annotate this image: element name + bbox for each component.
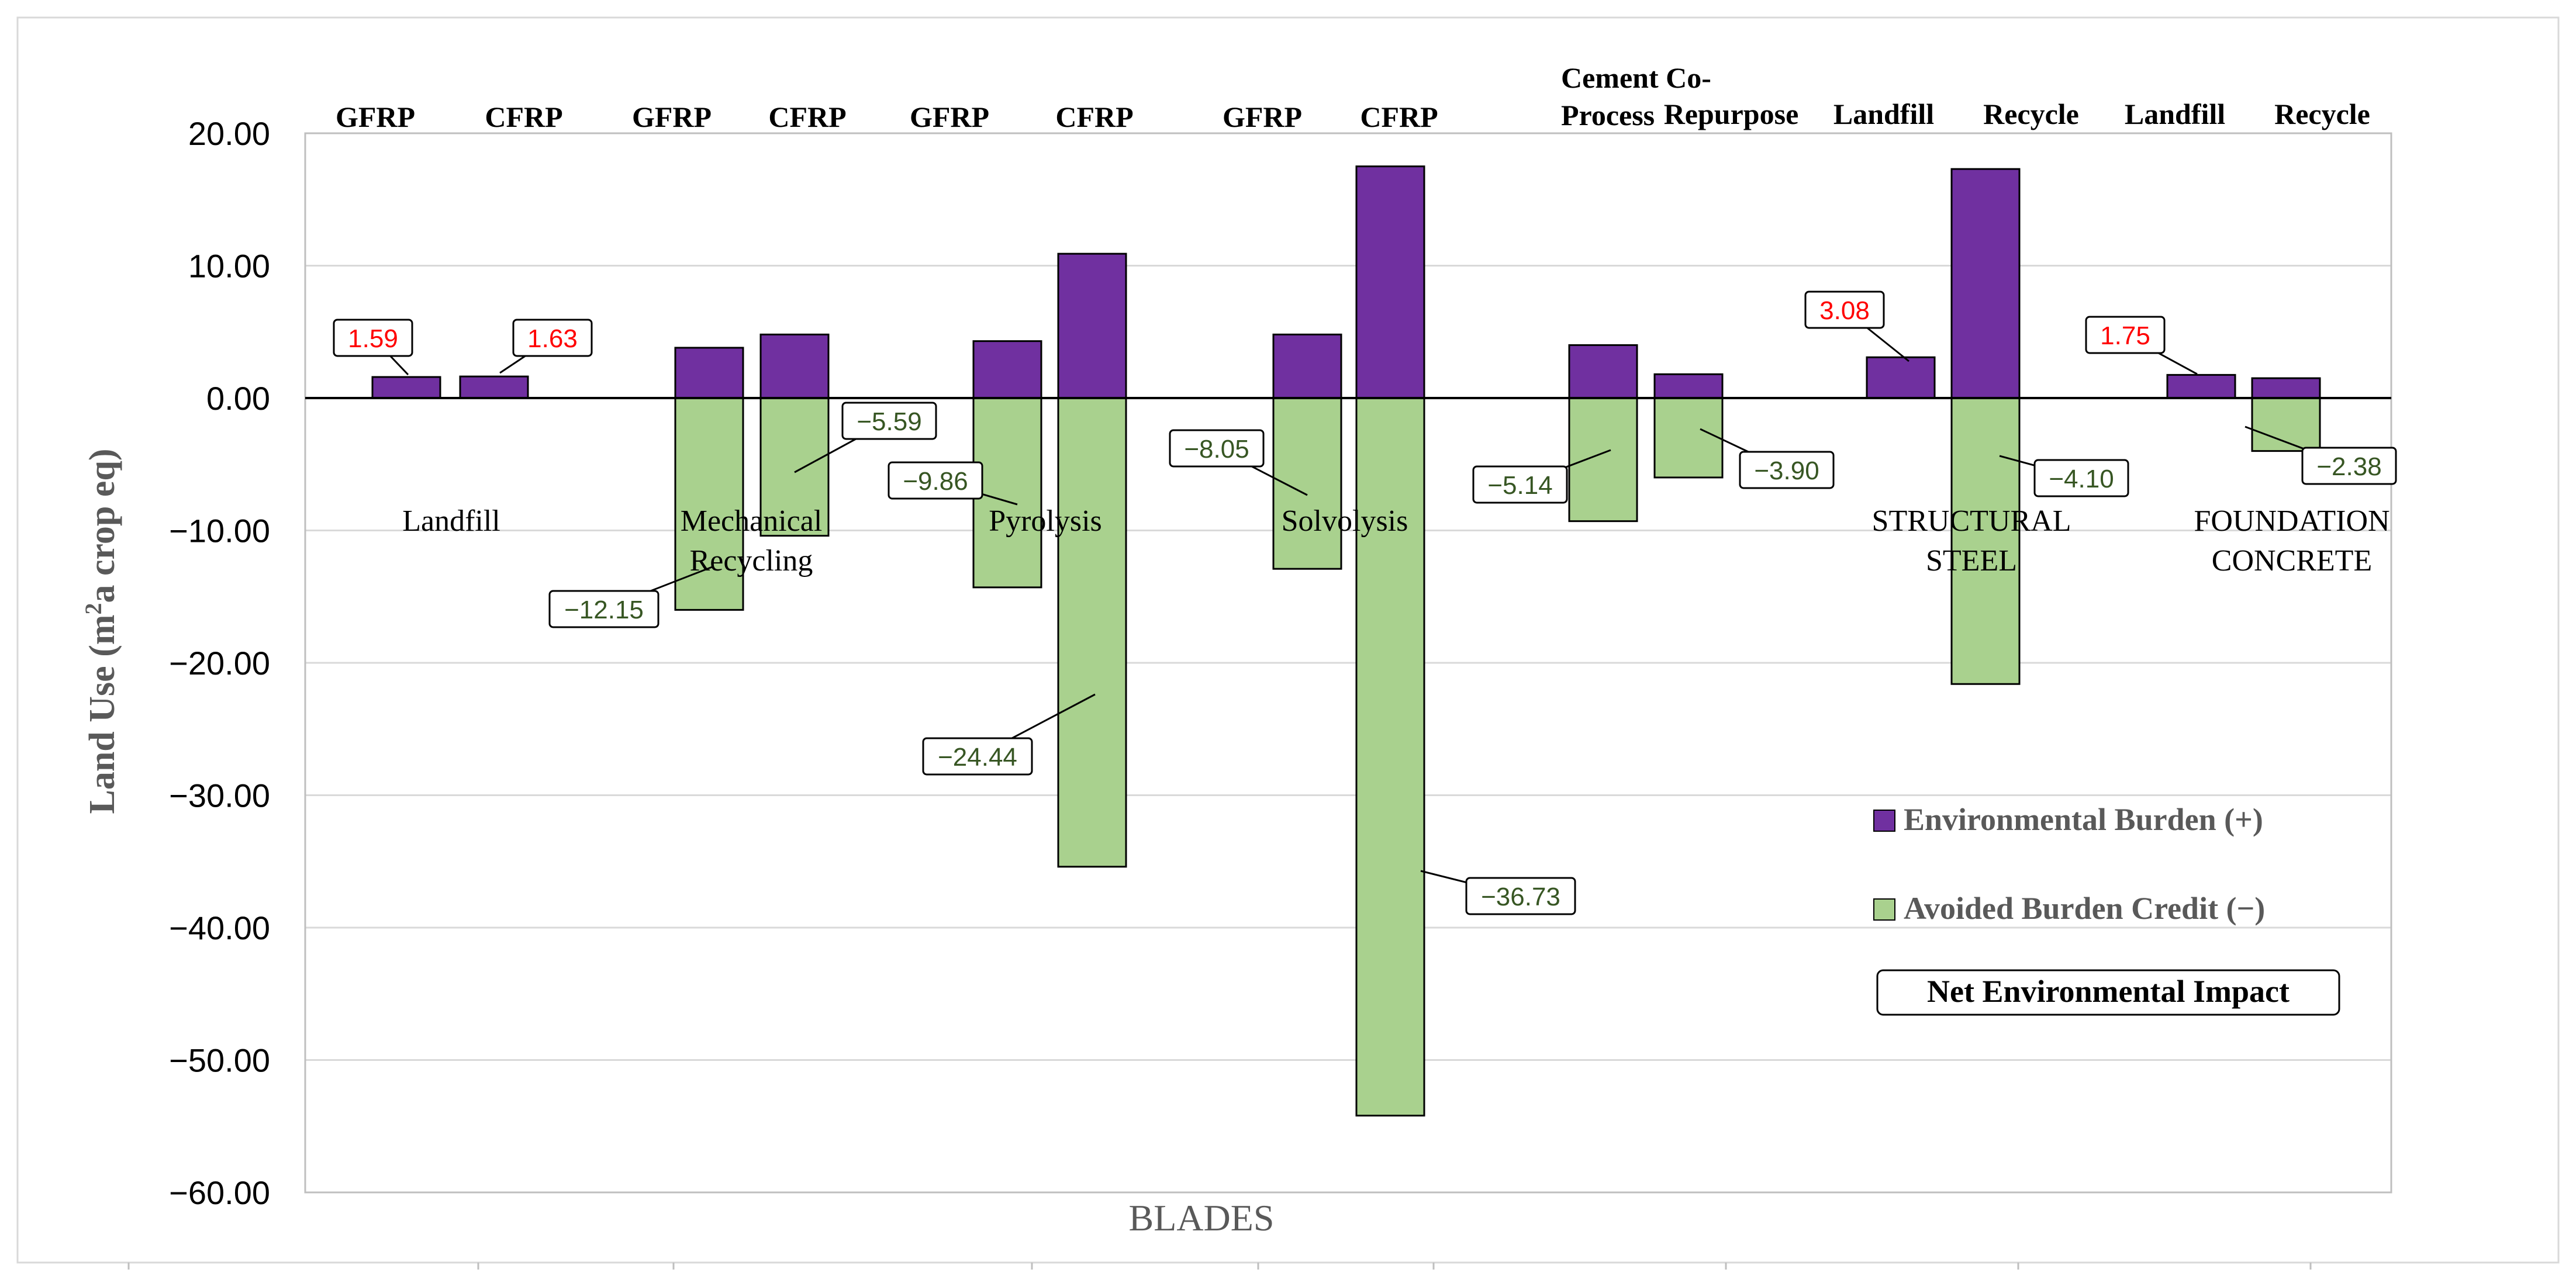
legend-swatch-0	[1873, 810, 1895, 832]
burden-bar-11	[1950, 168, 2021, 399]
y-axis-title: Land Use (m2a crop eq)	[80, 448, 122, 814]
group-label-5: STEEL	[1926, 544, 2017, 577]
net-label-value-4: −9.86	[903, 467, 968, 496]
group-label-3: Solvolysis	[1282, 504, 1408, 538]
legend-label-1: Avoided Burden Credit (−)	[1904, 891, 2265, 926]
net-label-value-9: −3.90	[1754, 457, 1819, 485]
burden-bar-3	[759, 333, 830, 399]
credit-bar-2	[674, 397, 744, 611]
burden-bar-10	[1866, 356, 1936, 399]
net-label-value-13: −2.38	[2316, 452, 2381, 481]
group-label-5: STRUCTURAL	[1872, 504, 2071, 538]
category-label-5: CFRP	[1055, 101, 1133, 133]
net-label-box	[888, 461, 983, 500]
burden-bar-5	[1057, 253, 1127, 399]
credit-bar-8	[1568, 397, 1638, 523]
y-tick-label: −50.00	[169, 1042, 270, 1079]
group-label-6: FOUNDATION	[2194, 504, 2389, 538]
credit-bar-5	[1057, 397, 1127, 868]
group-label-0: Landfill	[402, 504, 500, 538]
legend-label-0: Environmental Burden (+)	[1904, 802, 2263, 837]
y-tick-label: −40.00	[169, 909, 270, 946]
x-axis-title: BLADES	[1129, 1197, 1275, 1239]
category-label-4: GFRP	[910, 101, 989, 133]
burden-bar-7	[1355, 165, 1425, 399]
credit-bar-13	[2251, 397, 2321, 452]
group-label-2: Pyrolysis	[989, 504, 1102, 538]
net-impact-legend-box	[1876, 969, 2340, 1016]
net-label-box	[512, 319, 593, 357]
plot-area-border	[304, 132, 2392, 1194]
credit-bar-11	[1950, 397, 2021, 685]
burden-bar-8	[1568, 344, 1638, 399]
category-label-10: Landfill	[1833, 98, 1934, 130]
y-tick-label: −30.00	[169, 777, 270, 814]
legend-swatch-1	[1873, 898, 1895, 921]
net-label-box	[2033, 459, 2129, 497]
category-label-7: CFRP	[1360, 101, 1438, 133]
net-label-value-3: −5.59	[857, 407, 921, 436]
net-label-box	[922, 737, 1033, 776]
chart-outer-frame	[16, 16, 2560, 1264]
category-label-9: Repurpose	[1664, 98, 1799, 130]
net-label-value-0: 1.59	[348, 324, 398, 353]
net-label-value-2: −12.15	[564, 596, 644, 624]
net-label-box	[1739, 451, 1835, 489]
net-label-value-6: −8.05	[1184, 435, 1249, 464]
burden-bar-2	[674, 347, 744, 399]
y-tick-label: 10.00	[188, 248, 270, 285]
net-label-box	[1472, 465, 1568, 504]
group-label-1: Recycling	[690, 544, 813, 577]
group-label-1: Mechanical	[681, 504, 823, 538]
y-tick-label: 20.00	[188, 115, 270, 152]
net-label-value-7: −36.73	[1481, 883, 1560, 911]
net-label-box	[1465, 877, 1576, 915]
burden-bar-6	[1272, 333, 1342, 399]
net-label-box	[2301, 447, 2397, 485]
net-label-value-12: 1.75	[2100, 321, 2150, 350]
burden-bar-1	[459, 375, 529, 399]
category-label-12: Landfill	[2125, 98, 2225, 130]
burden-bar-0	[371, 376, 441, 399]
net-label-value-8: −5.14	[1487, 471, 1552, 500]
y-tick-label: −60.00	[169, 1174, 270, 1211]
category-label-2: GFRP	[632, 101, 712, 133]
net-label-box	[1804, 291, 1885, 329]
category-label-3: CFRP	[768, 101, 846, 133]
category-label-8: Cement Co-	[1561, 61, 1711, 94]
burden-bar-13	[2251, 377, 2321, 399]
net-label-value-5: −24.44	[938, 743, 1017, 772]
y-tick-label: 0.00	[206, 380, 270, 417]
net-label-box	[548, 590, 659, 628]
y-tick-label: −10.00	[169, 513, 270, 549]
net-label-box	[841, 402, 937, 440]
category-label-11: Recycle	[1983, 98, 2079, 130]
y-tick-label: −20.00	[169, 645, 270, 682]
category-label-8: Process	[1561, 99, 1655, 132]
net-label-box	[333, 319, 413, 357]
category-label-6: GFRP	[1223, 101, 1302, 133]
credit-bar-7	[1355, 397, 1425, 1117]
net-label-box	[1169, 429, 1265, 468]
category-label-13: Recycle	[2274, 98, 2370, 130]
net-label-value-10: 3.08	[1819, 296, 1870, 325]
credit-bar-9	[1653, 397, 1724, 479]
category-label-1: CFRP	[485, 101, 562, 133]
net-label-value-1: 1.63	[527, 324, 578, 353]
burden-bar-4	[972, 340, 1042, 399]
net-impact-legend-label: Net Environmental Impact	[1927, 974, 2290, 1009]
burden-bar-9	[1653, 373, 1724, 399]
net-label-value-11: −4.10	[2049, 465, 2114, 493]
burden-bar-12	[2166, 374, 2236, 399]
credit-bar-4	[972, 397, 1042, 589]
net-label-box	[2085, 316, 2166, 354]
category-label-0: GFRP	[336, 101, 415, 133]
credit-bar-3	[759, 397, 830, 537]
group-label-6: CONCRETE	[2212, 544, 2372, 577]
